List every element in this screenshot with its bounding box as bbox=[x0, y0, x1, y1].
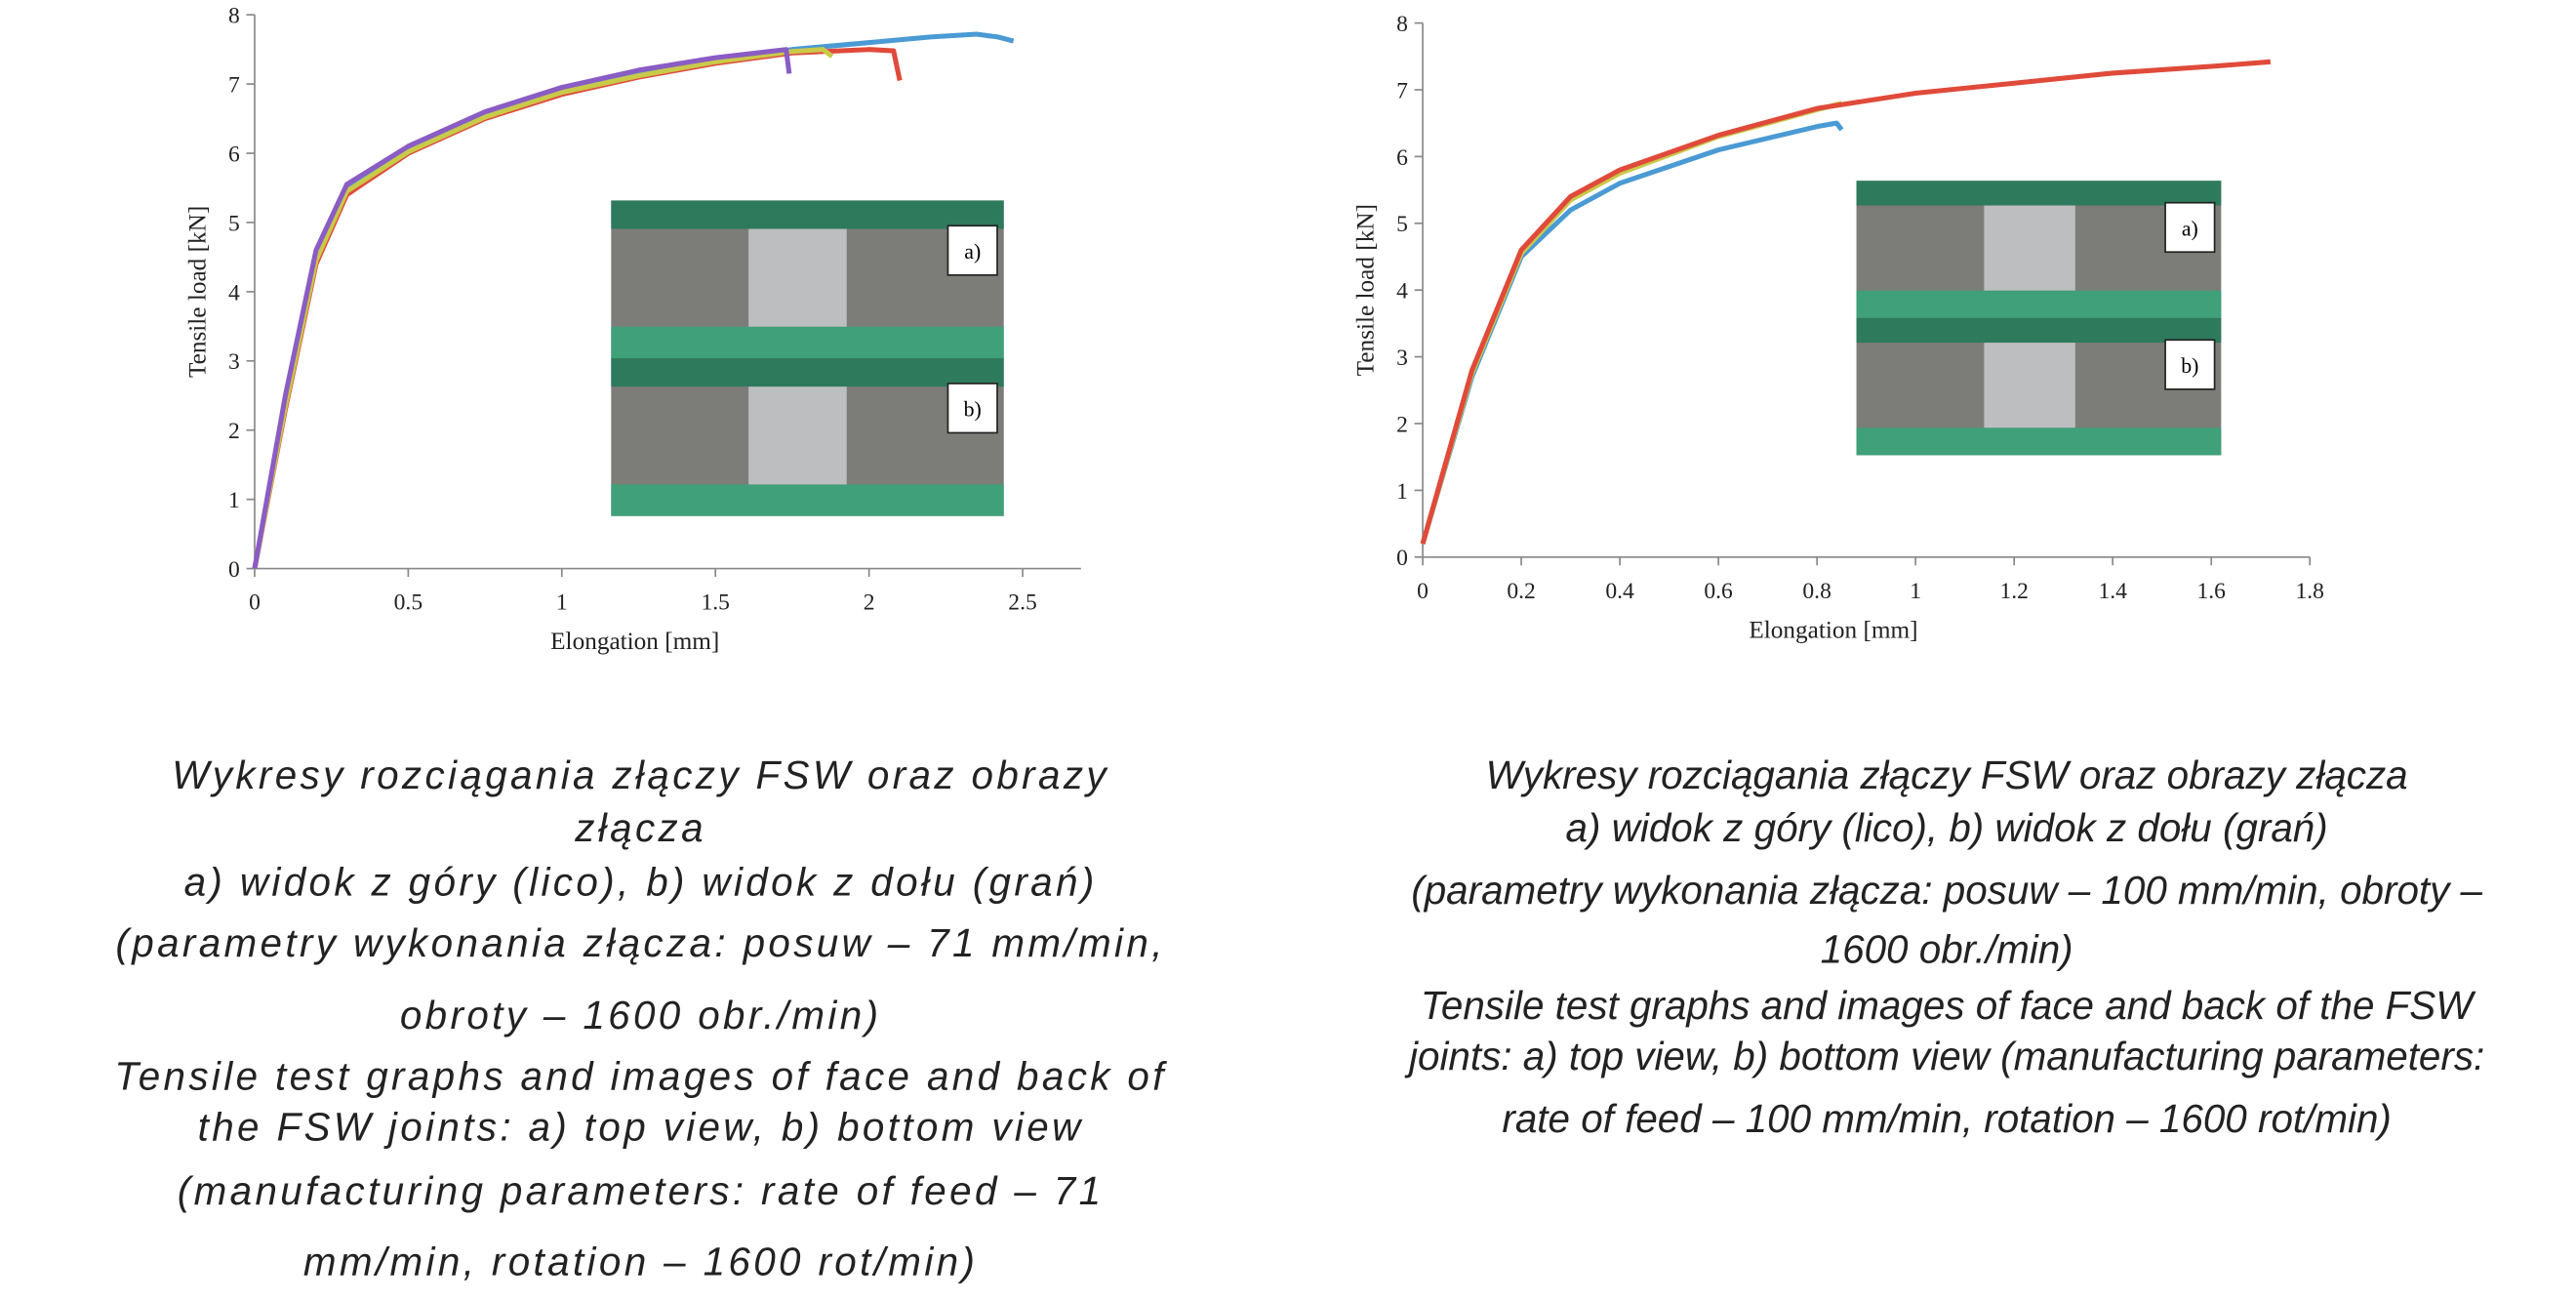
weld bbox=[1984, 343, 2075, 428]
y-tick-label: 3 bbox=[228, 349, 240, 375]
inset-label: b) bbox=[964, 398, 982, 422]
x-tick-label: 2.5 bbox=[1008, 590, 1036, 616]
y-tick-label: 4 bbox=[1396, 279, 1408, 305]
y-axis-label: Tensile load [kN] bbox=[183, 206, 211, 378]
y-tick-label: 1 bbox=[228, 488, 240, 513]
y-tick-label: 0 bbox=[1396, 546, 1408, 571]
y-tick-label: 5 bbox=[1396, 212, 1408, 237]
x-tick-label: 2 bbox=[864, 590, 875, 616]
green-strip bbox=[611, 358, 1004, 387]
caption-line: 1600 obr./min) bbox=[1821, 927, 2073, 972]
x-tick-label: 0.8 bbox=[1802, 579, 1831, 604]
y-tick-label: 6 bbox=[228, 142, 240, 167]
y-tick-label: 5 bbox=[228, 211, 240, 236]
x-axis-label: Elongation [mm] bbox=[1749, 616, 1917, 643]
caption-line: obroty – 1600 obr./min) bbox=[400, 993, 882, 1037]
y-tick-label: 8 bbox=[228, 4, 240, 29]
y-tick-label: 6 bbox=[1396, 145, 1408, 171]
caption-line: a) widok z góry (lico), b) widok z dołu … bbox=[1566, 805, 2328, 850]
data-line bbox=[252, 47, 792, 570]
data-line bbox=[1420, 101, 1843, 545]
x-tick-label: 1.6 bbox=[2196, 579, 2226, 604]
x-tick-label: 0.6 bbox=[1704, 579, 1733, 604]
inset-label: b) bbox=[2181, 354, 2198, 378]
caption-line: (manufacturing parameters: rate of feed … bbox=[178, 1168, 1105, 1213]
caption-line: Wykresy rozciągania złączy FSW oraz obra… bbox=[172, 752, 1109, 797]
caption-line: the FSW joints: a) top view, b) bottom v… bbox=[198, 1104, 1084, 1149]
caption-line: joints: a) top view, b) bottom view (man… bbox=[1404, 1034, 2484, 1078]
y-tick-label: 1 bbox=[1396, 479, 1408, 505]
caption-line: mm/min, rotation – 1600 rot/min) bbox=[303, 1240, 978, 1284]
caption-line: (parametry wykonania złącza: posuw – 71 … bbox=[115, 920, 1165, 965]
green-strip bbox=[611, 200, 1004, 229]
caption-line: (parametry wykonania złącza: posuw – 100… bbox=[1411, 868, 2482, 913]
green-strip bbox=[1856, 427, 2222, 456]
weld bbox=[1984, 205, 2075, 291]
inset-label-box bbox=[2164, 339, 2216, 390]
x-tick-label: 1 bbox=[1910, 579, 1921, 604]
x-tick-label: 0 bbox=[1417, 579, 1429, 604]
y-tick-label: 4 bbox=[228, 280, 240, 305]
y-tick-label: 8 bbox=[1396, 12, 1408, 37]
x-tick-label: 1.8 bbox=[2296, 579, 2324, 604]
weld bbox=[748, 228, 847, 327]
x-tick-label: 1.5 bbox=[701, 590, 729, 616]
green-strip bbox=[1856, 317, 2222, 344]
green-strip bbox=[1856, 290, 2222, 318]
y-tick-label: 0 bbox=[228, 557, 240, 583]
data-line bbox=[1420, 59, 2272, 545]
caption-line: a) widok z góry (lico), b) widok z dołu … bbox=[184, 860, 1098, 905]
caption-line: Tensile test graphs and images of face a… bbox=[1421, 983, 2476, 1028]
x-tick-label: 1.2 bbox=[1999, 579, 2028, 604]
x-tick-label: 0.2 bbox=[1507, 579, 1535, 604]
x-tick-label: 1 bbox=[556, 590, 568, 616]
x-axis-label: Elongation [mm] bbox=[550, 628, 719, 655]
caption-line: Wykresy rozciągania złączy FSW oraz obra… bbox=[1486, 752, 2408, 797]
green-strip bbox=[1856, 181, 2222, 206]
y-tick-label: 2 bbox=[1396, 412, 1408, 437]
inset-label-box bbox=[946, 224, 998, 276]
x-tick-label: 0.5 bbox=[394, 590, 423, 616]
caption-line: rate of feed – 100 mm/min, rotation – 16… bbox=[1502, 1096, 2391, 1141]
inset-label-box bbox=[2164, 201, 2216, 254]
inset-label-box bbox=[946, 383, 998, 434]
y-tick-label: 3 bbox=[1396, 346, 1408, 371]
caption-line: Tensile test graphs and images of face a… bbox=[114, 1053, 1167, 1098]
y-tick-label: 2 bbox=[228, 419, 240, 444]
y-tick-label: 7 bbox=[1396, 78, 1408, 103]
y-tick-label: 7 bbox=[228, 73, 240, 99]
inset-label: a) bbox=[964, 240, 981, 264]
x-tick-label: 0 bbox=[249, 590, 261, 616]
y-axis-label: Tensile load [kN] bbox=[1352, 204, 1380, 376]
caption-line: złącza bbox=[574, 805, 706, 850]
weld bbox=[748, 386, 847, 485]
green-strip bbox=[611, 484, 1004, 516]
inset-label: a) bbox=[2182, 217, 2198, 240]
green-strip bbox=[611, 326, 1004, 359]
x-tick-label: 1.4 bbox=[2098, 579, 2127, 604]
x-tick-label: 0.4 bbox=[1605, 579, 1634, 604]
